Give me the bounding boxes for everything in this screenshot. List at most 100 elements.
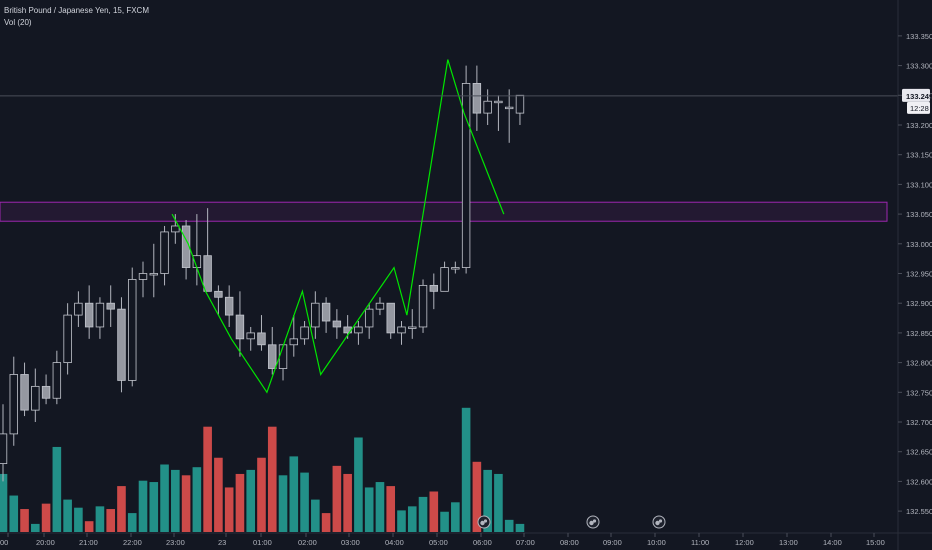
volume-bar <box>0 473 8 532</box>
event-dot <box>483 519 488 523</box>
price-tick-label: 132.900 <box>906 299 932 308</box>
candle-body[interactable] <box>321 302 331 322</box>
candle-body[interactable] <box>9 374 18 435</box>
volume-bar <box>214 457 223 532</box>
volume-bar <box>9 495 19 532</box>
candle-body[interactable] <box>386 302 395 334</box>
candle-body[interactable] <box>461 83 471 268</box>
candle-body[interactable] <box>31 385 40 411</box>
candle-body[interactable] <box>149 273 158 276</box>
candle-body[interactable] <box>138 273 148 280</box>
time-tick-label: 14:00 <box>823 538 842 547</box>
price-tick-label: 132.750 <box>906 388 932 397</box>
candle-body[interactable] <box>128 279 137 381</box>
time-tick-label: 09:00 <box>603 538 622 547</box>
candle-body[interactable] <box>203 255 212 292</box>
volume-bar <box>289 456 299 532</box>
candle-body[interactable] <box>397 326 406 334</box>
candle-body[interactable] <box>354 326 363 334</box>
time-tick-label: 23 <box>218 538 226 547</box>
event-dot <box>655 520 660 526</box>
candle-body[interactable] <box>494 100 503 104</box>
price-tick-label: 132.650 <box>906 448 932 457</box>
candle-body[interactable] <box>483 100 492 114</box>
volume-bar <box>257 457 266 532</box>
candle-body[interactable] <box>408 326 417 329</box>
zigzag-pattern-line[interactable] <box>171 59 505 394</box>
volume-bar <box>364 487 374 532</box>
candle-body[interactable] <box>257 332 266 346</box>
candle-body[interactable] <box>20 374 29 411</box>
volume-bar <box>95 506 105 532</box>
candle-body[interactable] <box>224 296 234 316</box>
volume-indicator-label[interactable]: Vol (20) <box>4 18 32 27</box>
price-tick-label: 133.050 <box>906 210 932 219</box>
time-tick-label: 03:00 <box>341 538 360 547</box>
candle-body[interactable] <box>106 302 115 310</box>
time-tick-label: 23:00 <box>166 538 185 547</box>
event-dot <box>480 520 485 526</box>
candle-body[interactable] <box>171 225 180 233</box>
candle-body[interactable] <box>160 231 169 274</box>
candle-body[interactable] <box>472 83 482 114</box>
candle-body[interactable] <box>117 308 126 381</box>
volume-bar <box>332 465 342 532</box>
candle-body[interactable] <box>214 290 223 298</box>
candle-body[interactable] <box>63 314 72 364</box>
volume-bars <box>0 407 525 532</box>
candle-body[interactable] <box>0 433 8 464</box>
price-tick-label: 132.600 <box>906 477 932 486</box>
volume-bar <box>224 487 234 532</box>
volume-bar <box>160 464 169 532</box>
candle-body[interactable] <box>332 320 342 328</box>
resistance-zone[interactable] <box>0 201 888 222</box>
candle-body[interactable] <box>74 302 83 316</box>
time-tick-label: 06:00 <box>473 538 492 547</box>
candle-body[interactable] <box>451 267 460 270</box>
time-tick-label: 02:00 <box>298 538 317 547</box>
volume-bar <box>192 467 202 532</box>
candle-body[interactable] <box>52 362 62 399</box>
volume-bar <box>84 521 94 532</box>
candle-body[interactable] <box>246 332 255 340</box>
time-tick-label: 07:00 <box>516 538 535 547</box>
candle-body[interactable] <box>289 338 298 346</box>
time-tick-label: 13:00 <box>779 538 798 547</box>
volume-bar <box>235 473 245 532</box>
symbol-title[interactable]: British Pound / Japanese Yen, 15, FXCM <box>4 6 149 15</box>
candle-body[interactable] <box>268 344 277 369</box>
candle-body[interactable] <box>300 326 309 340</box>
candle-body[interactable] <box>278 344 288 369</box>
candle-body[interactable] <box>429 284 438 292</box>
volume-bar <box>494 473 503 532</box>
candle-body[interactable] <box>418 284 428 328</box>
candle-body[interactable] <box>375 302 385 310</box>
volume-bar <box>397 510 406 532</box>
last-price-value: 133.249 <box>906 92 932 101</box>
candle-body[interactable] <box>311 302 320 328</box>
economic-event-icon[interactable] <box>652 515 666 529</box>
candle-body[interactable] <box>515 94 525 114</box>
candle-body[interactable] <box>41 385 51 399</box>
volume-bar <box>300 472 309 532</box>
time-tick-label: 15:00 <box>866 538 885 547</box>
time-tick-label: 08:00 <box>560 538 579 547</box>
volume-bar <box>483 469 492 532</box>
candle-body[interactable] <box>84 302 94 328</box>
economic-event-icon[interactable] <box>586 515 600 529</box>
time-tick-label: 11:00 <box>691 538 709 547</box>
candle-body[interactable] <box>235 314 245 340</box>
event-dot <box>589 520 594 526</box>
price-axis: 133.350133.300133.250133.200133.150133.1… <box>897 0 932 550</box>
candle-body[interactable] <box>504 106 514 110</box>
time-tick-label: 10:00 <box>647 538 666 547</box>
volume-bar <box>127 513 137 532</box>
candle-body[interactable] <box>364 308 374 328</box>
time-tick-label: 04:00 <box>385 538 404 547</box>
volume-bar <box>418 496 428 532</box>
candle-body[interactable] <box>440 267 449 292</box>
volume-bar <box>472 461 482 532</box>
economic-event-icon[interactable] <box>477 515 491 529</box>
candle-body[interactable] <box>95 302 105 328</box>
